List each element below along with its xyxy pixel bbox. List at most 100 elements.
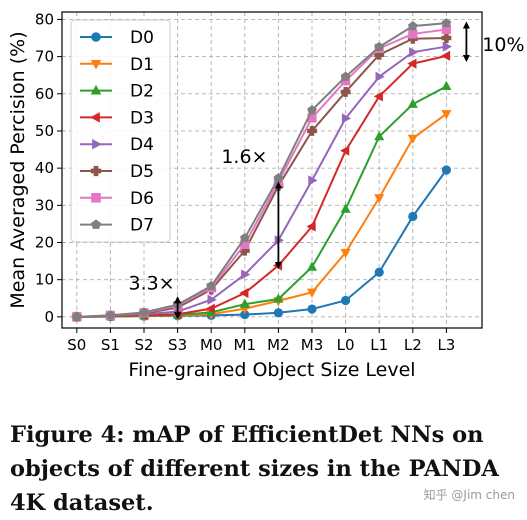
data-point <box>407 98 418 108</box>
x-axis-label: Fine-grained Object Size Level <box>128 359 415 381</box>
axis-ticks: S0 S1 S2 S3 M0 M1 M2 M3 L0 L1 L2 L3 0 10 20 30 40 50 60 70 8… <box>35 10 455 354</box>
data-point <box>375 71 385 82</box>
series-d7 <box>71 18 452 321</box>
series-line <box>76 22 447 318</box>
data-point <box>340 145 350 156</box>
x-tick-label: S3 <box>168 336 187 354</box>
legend-marker <box>91 32 101 42</box>
series-lines <box>71 18 452 323</box>
data-point <box>240 239 250 249</box>
plot-frame <box>61 11 483 329</box>
legend-marker <box>90 112 100 123</box>
legend-label: D5 <box>130 162 154 182</box>
data-point <box>374 194 385 204</box>
x-tick-label: L0 <box>337 336 355 354</box>
legend-label: D0 <box>130 28 154 48</box>
legend-item-d3: D3 <box>80 108 154 128</box>
legend-label: D4 <box>130 135 154 155</box>
legend-label: D6 <box>130 189 154 209</box>
legend-marker <box>90 84 102 95</box>
data-point <box>408 211 418 222</box>
x-tick-label: M0 <box>200 336 223 354</box>
data-point <box>442 41 452 52</box>
data-point <box>239 287 249 299</box>
legend-item-d6: D6 <box>80 189 154 209</box>
annotation-label: 1.6× <box>221 146 267 168</box>
data-point <box>441 24 451 35</box>
data-point <box>441 33 452 43</box>
y-tick-label: 70 <box>35 48 54 66</box>
annotation-label: 3.3× <box>129 273 175 295</box>
data-point <box>373 91 383 102</box>
data-point <box>441 165 451 175</box>
data-point <box>306 221 316 232</box>
legend-marker <box>90 219 102 229</box>
y-tick-label: 0 <box>44 308 54 326</box>
x-tick-label: L1 <box>370 336 388 354</box>
legend-item-d7: D7 <box>80 216 154 236</box>
data-point <box>139 307 149 317</box>
data-point <box>307 105 317 115</box>
annotations: 3.3× 1.6× 10% <box>129 21 525 320</box>
data-point <box>374 131 385 141</box>
data-point <box>407 58 417 69</box>
legend-label: D2 <box>130 82 154 102</box>
y-tick-label: 60 <box>35 85 54 103</box>
data-point <box>407 134 418 144</box>
annotation-label: 10% <box>482 34 524 56</box>
data-point <box>206 280 217 291</box>
data-point <box>306 288 318 298</box>
data-point <box>340 203 351 213</box>
x-tick-label: M2 <box>267 336 290 354</box>
legend-item-d2: D2 <box>80 82 154 102</box>
data-point <box>307 113 317 123</box>
data-point <box>340 86 351 97</box>
x-tick-label: S0 <box>67 336 86 354</box>
data-point <box>341 295 351 306</box>
data-point <box>440 50 451 61</box>
x-tick-label: L3 <box>437 336 455 354</box>
legend-marker <box>92 138 102 150</box>
data-point <box>408 29 418 39</box>
data-point <box>307 304 317 314</box>
legend-item-d0: D0 <box>80 28 154 48</box>
y-tick-label: 10 <box>35 271 54 289</box>
data-point <box>340 248 351 259</box>
data-point <box>239 298 250 308</box>
data-point <box>374 41 385 52</box>
x-tick-label: S1 <box>101 336 120 354</box>
legend-marker <box>90 59 102 70</box>
data-point <box>441 110 452 120</box>
data-point <box>441 80 452 91</box>
data-point <box>340 71 351 81</box>
y-tick-label: 80 <box>35 10 54 28</box>
data-point <box>207 294 217 305</box>
legend-item-d1: D1 <box>80 55 154 75</box>
y-tick-label: 20 <box>35 233 54 251</box>
x-tick-label: L2 <box>404 336 422 354</box>
y-axis-label: Mean Averaged Percision (%) <box>7 31 29 308</box>
legend-marker <box>91 193 101 203</box>
y-tick-label: 30 <box>35 196 54 214</box>
x-tick-label: S2 <box>134 336 153 354</box>
data-point <box>273 173 284 183</box>
data-point <box>273 308 283 318</box>
legend-label: D3 <box>130 108 154 128</box>
legend-label: D1 <box>130 55 154 75</box>
data-point <box>307 126 317 136</box>
data-point <box>308 175 318 186</box>
legend-label: D7 <box>130 216 154 236</box>
data-point <box>306 261 318 271</box>
data-point <box>341 113 352 124</box>
y-tick-label: 40 <box>35 159 54 177</box>
x-tick-label: M1 <box>234 336 257 354</box>
data-point <box>105 310 116 320</box>
data-point <box>205 303 215 314</box>
y-tick-label: 50 <box>35 122 54 140</box>
data-point <box>273 293 284 303</box>
legend-item-d4: D4 <box>80 135 154 155</box>
data-point <box>407 21 418 31</box>
legend-item-d5: D5 <box>80 162 154 182</box>
data-point <box>239 245 250 256</box>
data-point <box>241 269 251 280</box>
